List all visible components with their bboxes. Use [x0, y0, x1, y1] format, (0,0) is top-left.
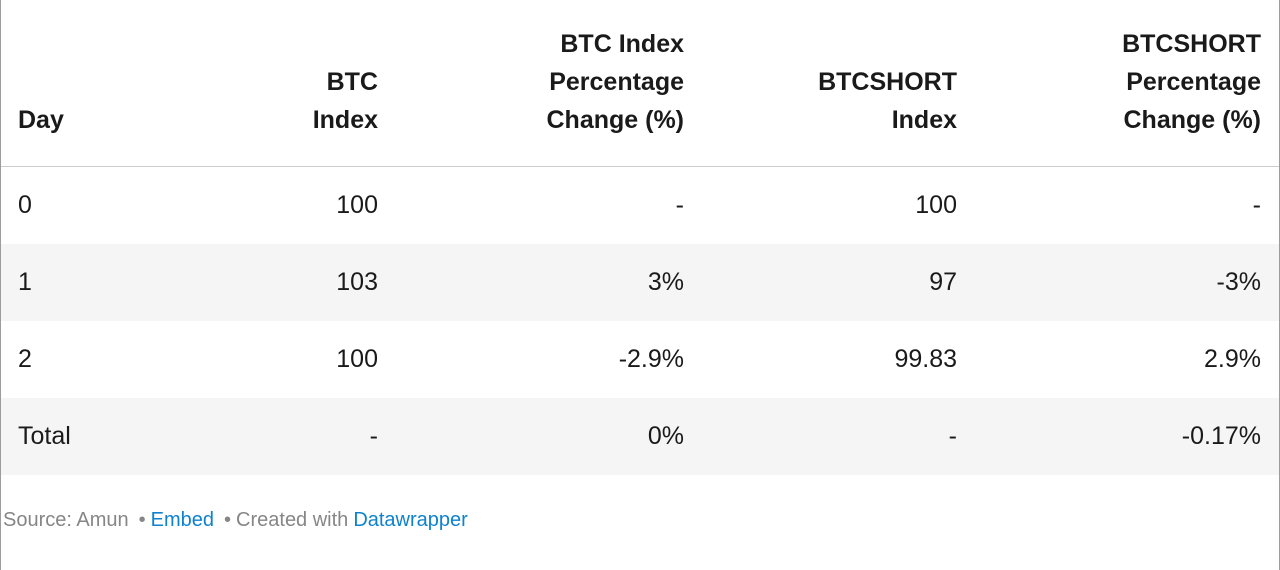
- cell-btc-index-pct: 0%: [647, 421, 684, 450]
- cell-btcshort-pct: -3%: [1216, 267, 1261, 296]
- cell-btc-index-pct: 3%: [647, 267, 684, 296]
- cell-btc-index-pct: -2.9%: [618, 344, 684, 373]
- cell-btcshort-pct: -0.17%: [1181, 421, 1261, 450]
- cell-day: 0: [18, 190, 32, 219]
- cell-btc-index: 100: [336, 190, 378, 219]
- table-row-day-2: 2 100 -2.9% 99.83 2.9%: [1, 321, 1279, 398]
- table-row-day-1: 1 103 3% 97 -3%: [1, 243, 1279, 321]
- column-header-btc-index: BTC Index: [165, 0, 378, 167]
- embed-link[interactable]: Embed: [150, 508, 215, 531]
- source-text: Source: Amun: [3, 508, 129, 531]
- separator-dot: •: [224, 508, 232, 531]
- cell-day: Total: [18, 421, 71, 450]
- separator-dot: •: [138, 508, 146, 531]
- table-row-day-0: 0 100 - 100 -: [1, 167, 1279, 244]
- cell-btc-index: -: [369, 421, 378, 450]
- table-header: Day BTC Index BTC Index Percentage Chang…: [1, 0, 1279, 167]
- cell-day: 1: [18, 267, 32, 296]
- column-header-btc-index-pct-change: BTC Index Percentage Change (%): [378, 0, 684, 167]
- cell-btc-index: 100: [336, 344, 378, 373]
- cell-btcshort-index: 100: [915, 190, 957, 219]
- column-header-btcshort-pct-change: BTCSHORT Percentage Change (%): [957, 0, 1279, 167]
- cell-btcshort-pct: 2.9%: [1204, 344, 1261, 373]
- index-comparison-table: Day BTC Index BTC Index Percentage Chang…: [1, 0, 1279, 475]
- cell-btcshort-pct: -: [1252, 190, 1261, 219]
- table-body: 0 100 - 100 - 1 103 3% 97 -3% 2 100 -2.9…: [1, 167, 1279, 475]
- created-with-text: Created with: [236, 508, 349, 531]
- cell-btcshort-index: 97: [929, 267, 957, 296]
- column-header-btcshort-index: BTCSHORT Index: [684, 0, 957, 167]
- cell-btc-index-pct: -: [675, 190, 684, 219]
- attribution-footer: Source: Amun • Embed • Created with Datawrapp…: [1, 507, 1279, 533]
- cell-btcshort-index: 99.83: [894, 344, 957, 373]
- cell-btc-index: 103: [336, 267, 378, 296]
- column-header-day: Day: [1, 0, 165, 167]
- table-row-total: Total - 0% - -0.17%: [1, 397, 1279, 475]
- datawrapper-link[interactable]: Datawrapper: [353, 508, 468, 531]
- cell-day: 2: [18, 344, 32, 373]
- header-row: Day BTC Index BTC Index Percentage Chang…: [1, 0, 1279, 167]
- cell-btcshort-index: -: [948, 421, 957, 450]
